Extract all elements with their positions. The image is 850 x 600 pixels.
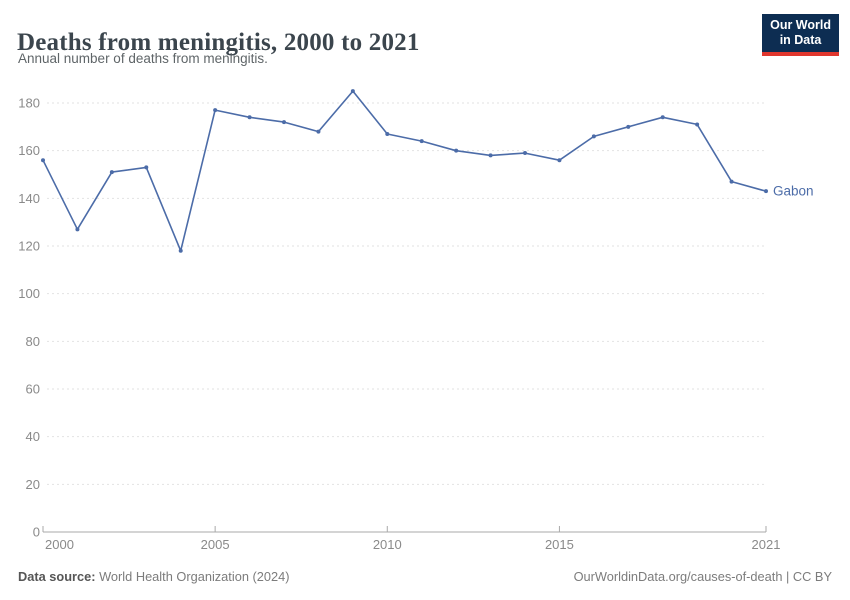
data-point-marker [178,248,183,253]
data-point-marker [626,124,631,129]
data-point-marker [419,139,424,144]
chart-plot-area[interactable]: 0 20 40 60 80 100 120 140 160 180 2000 2005 2010 2015… [0,80,850,558]
x-axis-tick-label: 2010 [373,537,402,552]
series-line [42,90,767,252]
chart-footer: Data source: World Health Organization (… [18,569,832,584]
data-point-marker [247,115,252,120]
data-point-marker [488,153,493,158]
data-point-marker [523,151,527,156]
data-point-marker [454,148,459,153]
y-axis-tick-label: 100 [18,286,40,301]
data-point-marker [764,189,768,194]
data-source-note: Data source: World Health Organization (… [18,569,289,584]
y-axis-tick-label: 140 [18,191,40,206]
y-axis-tick-label: 80 [26,334,40,349]
data-point-marker [213,108,218,113]
y-axis-tick-label: 120 [18,239,40,254]
data-point-marker [282,120,286,125]
entity-label-gabon[interactable]: Gabon [773,184,814,199]
x-axis-tick-label: 2021 [752,537,781,552]
data-point-marker [41,158,45,163]
owid-logo-line1: Our World [770,18,831,32]
data-source-text: World Health Organization (2024) [95,569,290,584]
x-axis-tick-label: 2015 [545,537,574,552]
y-axis-tick-label: 20 [26,477,40,492]
data-point-marker [109,170,114,175]
data-point-marker [350,89,355,94]
data-source-label: Data source: [18,569,96,584]
x-axis-tick-label: 2005 [201,537,230,552]
x-axis-tick-label: 2000 [45,537,74,552]
data-point-marker [385,131,390,136]
data-point-marker [660,115,665,120]
data-point-marker [591,134,596,139]
y-axis-tick-label: 0 [33,525,40,540]
y-axis-tick-label: 60 [26,382,40,397]
data-point-marker [695,122,700,127]
y-axis-tick-label: 40 [26,429,40,444]
chart-subtitle: Annual number of deaths from meningitis. [18,51,268,66]
owid-logo-line2: in Data [779,33,822,48]
owid-credit-link[interactable]: OurWorldinData.org/causes-of-death | CC … [573,569,832,584]
y-axis-tick-label: 180 [18,96,40,111]
data-point-marker [729,179,734,184]
data-point-marker [144,165,149,170]
data-point-marker [75,227,80,232]
y-axis-tick-label: 160 [18,143,40,158]
data-point-marker [557,158,562,163]
chart-title: Deaths from meningitis, 2000 to 2021 [17,28,420,56]
data-point-marker [316,129,321,134]
owid-logo[interactable]: Our World in Data [762,14,839,56]
